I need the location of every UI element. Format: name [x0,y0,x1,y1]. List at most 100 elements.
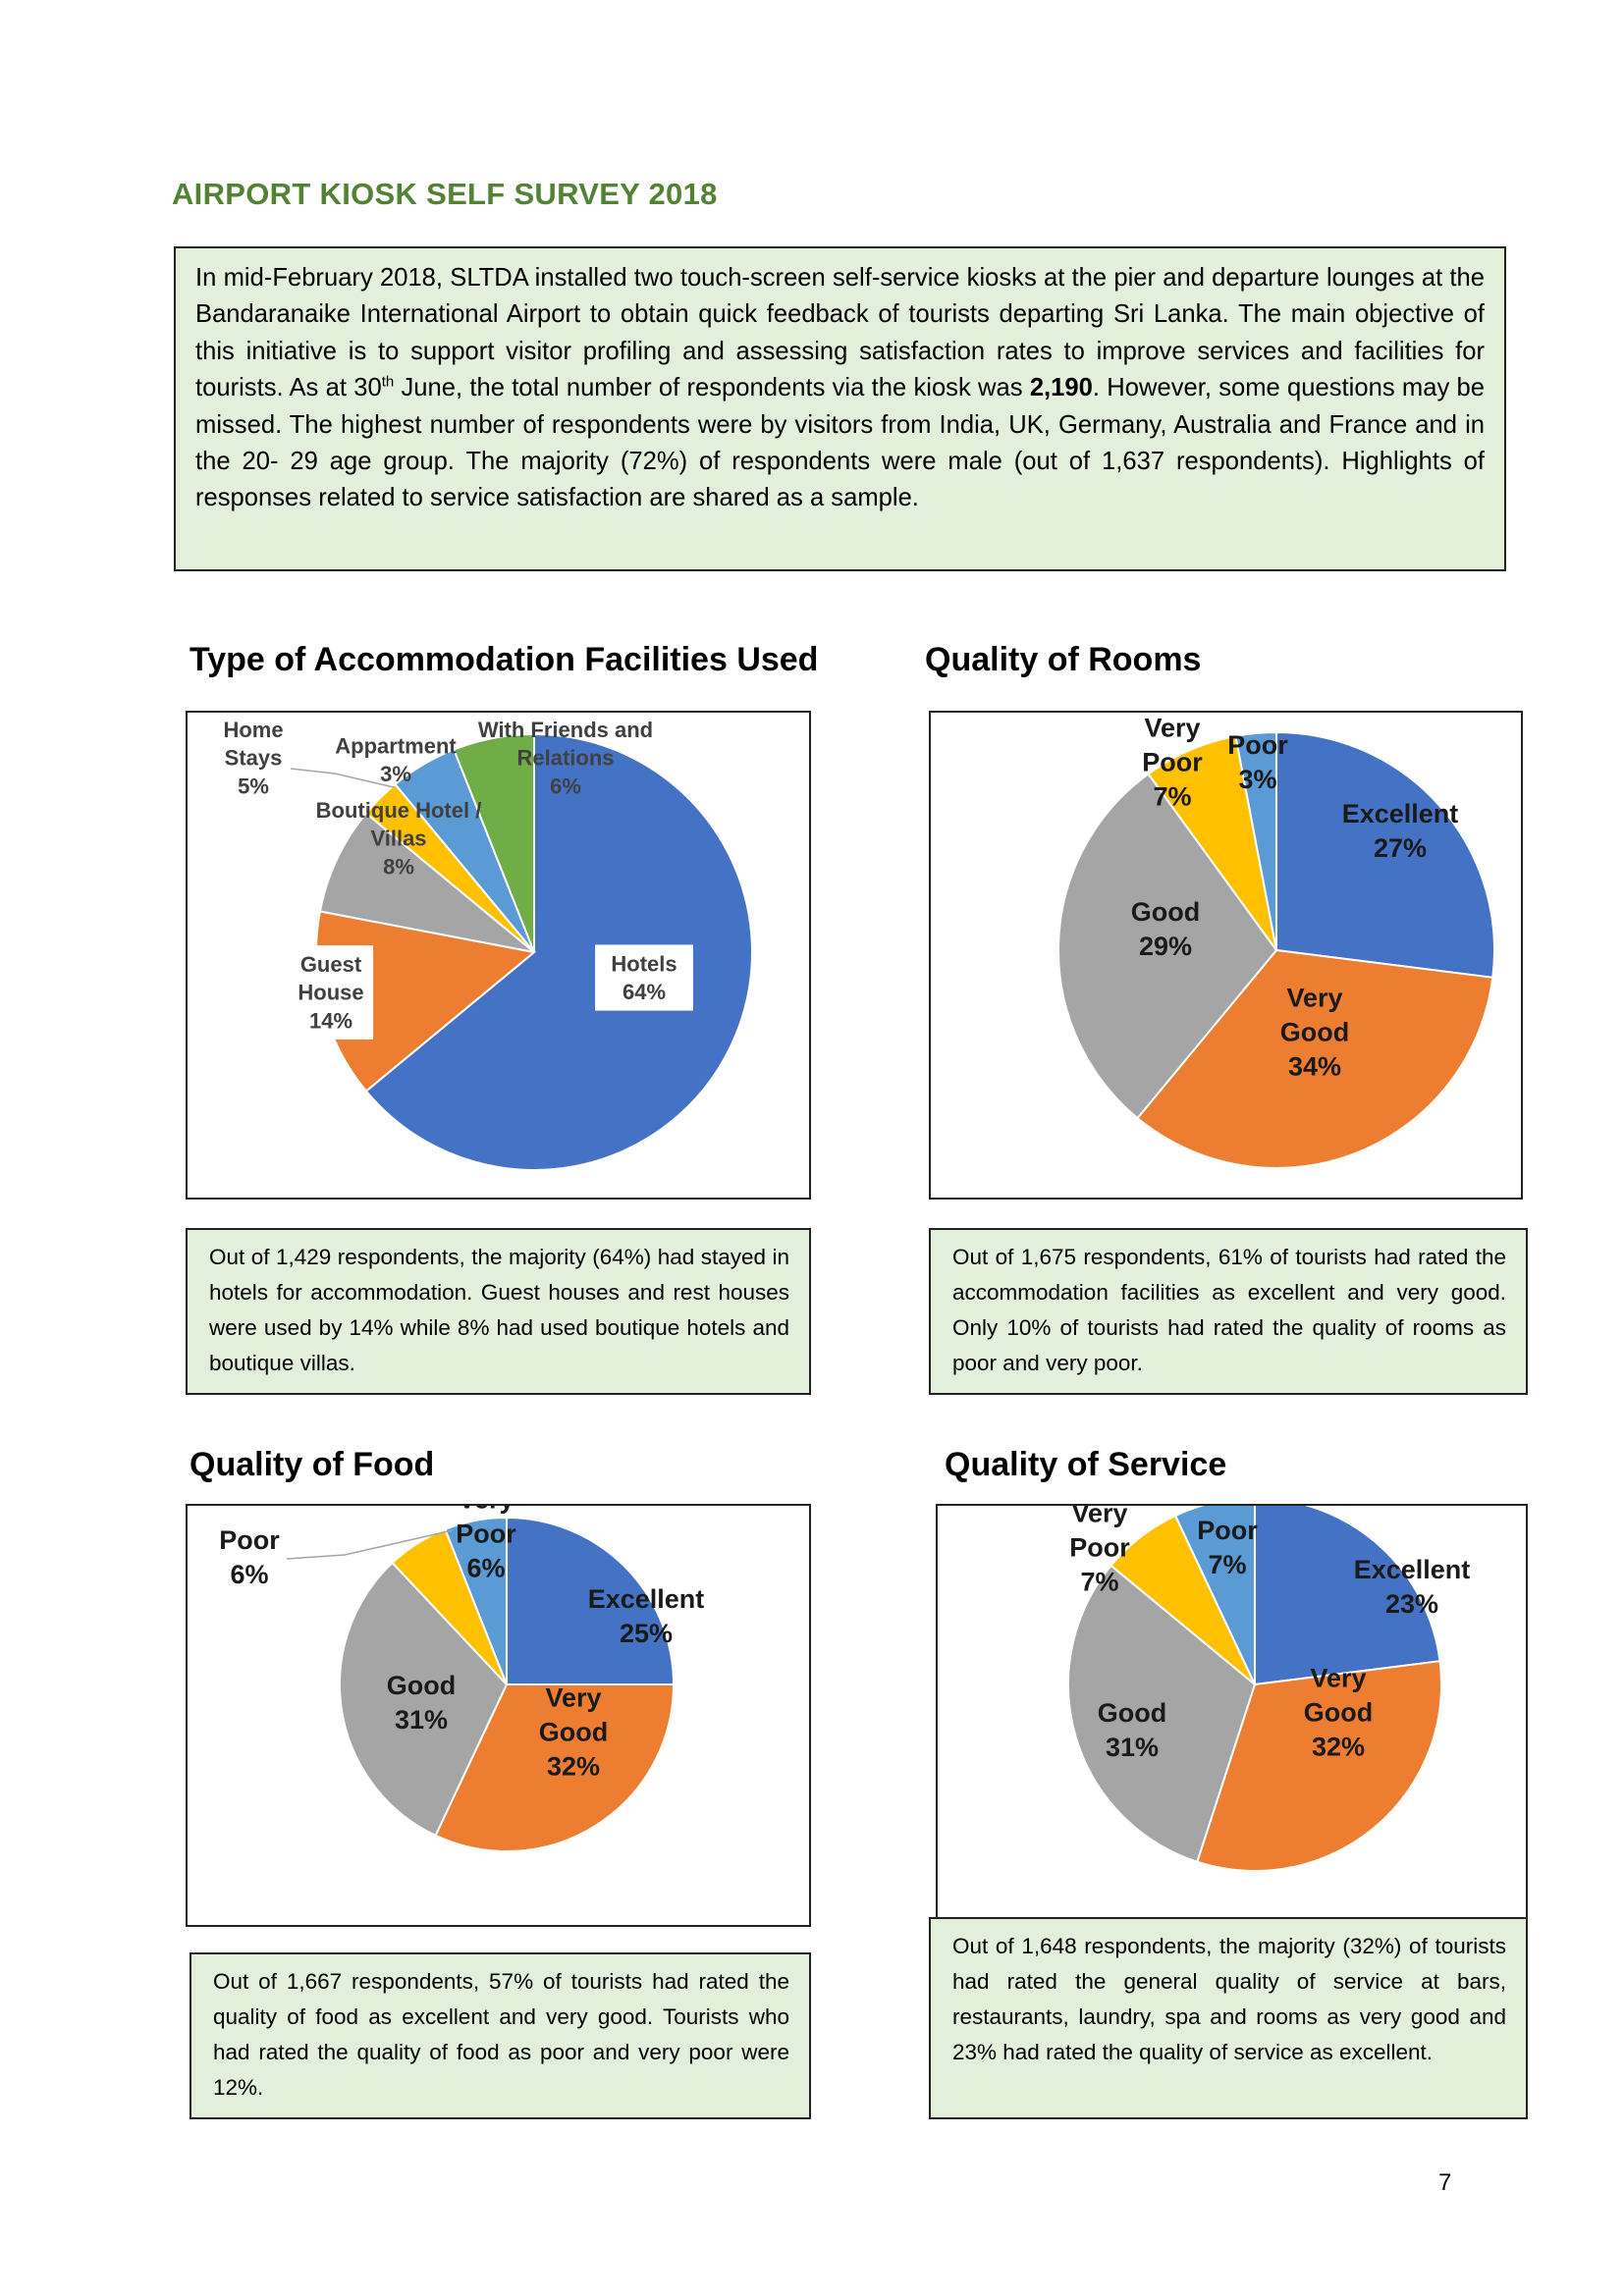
slice-label-line: Poor [456,1519,516,1548]
slice-label-line: 31% [1106,1733,1159,1762]
slice-label-line: 5% [238,774,269,798]
slice-label-line: 32% [1312,1733,1365,1762]
accommodation-chart-frame: Hotels 64% Guest House 14% Boutique Hotel / Vi… [186,711,811,1200]
intro-superscript: th [381,373,395,391]
slice-label-boutique-hotel-villas: Boutique Hotel / Villas 8% [316,798,482,879]
pie-slice-very-good [1196,1660,1442,1872]
slice-label-line: Excellent [588,1584,705,1614]
pie-slice-excellent [1275,730,1495,979]
pie-slice-excellent [506,1516,676,1685]
slice-label-line: 6% [230,1560,268,1589]
slice-label-good: Good 29% [1131,897,1200,961]
accommodation-pie-chart: Hotels 64% Guest House 14% Boutique Hotel / Vi… [223,718,753,1171]
intro-text-1: In mid-February 2018, SLTDA installed tw… [195,264,1485,402]
label-box-guest-house [288,945,374,1040]
slice-label-line: Excellent [1342,799,1459,828]
intro-text-3: . However, some questions may be missed.… [195,374,1485,512]
slice-label-line: 34% [1288,1052,1341,1082]
slice-label-poor: Poor 3% [1227,730,1288,794]
rooms-note: Out of 1,675 respondents, 61% of tourist… [929,1228,1528,1395]
food-note: Out of 1,667 respondents, 57% of tourist… [189,1952,811,2119]
slice-label-line: House [298,981,363,1005]
slice-label-line: Very [1144,713,1200,742]
slice-label-line: 6% [550,774,581,798]
slice-label-home-stays: Home Stays 5% [223,718,283,798]
slice-label-line: Very [458,1506,514,1514]
slice-label-line: Good [1304,1697,1373,1727]
slice-label-line: Relations [516,746,614,771]
slice-label-line: Good [387,1671,456,1700]
slice-label-guest-house: Guest House 14% [298,952,363,1033]
slice-label-line: 27% [1374,833,1427,863]
accommodation-title: Type of Accommodation Facilities Used [189,641,819,678]
pie-slice-boutique-hotel-villas [318,812,535,953]
pie-slice-poor [1234,730,1277,951]
slice-label-line: 3% [1238,765,1276,794]
leader-line-home-stays [290,768,395,788]
slice-label-line: Very [545,1682,601,1712]
slice-label-line: 7% [1080,1568,1118,1597]
accommodation-note: Out of 1,429 respondents, the majority (… [186,1228,811,1395]
slice-label-line: With Friends and [478,718,653,742]
slice-label-very-poor: Very Poor 7% [1142,713,1203,811]
label-box-hotels [595,944,693,1011]
slice-label-line: Very [1310,1663,1366,1692]
food-title: Quality of Food [189,1446,435,1483]
pie-slice-good [339,1561,509,1838]
slice-label-line: 7% [1153,782,1191,812]
page-title: AIRPORT KIOSK SELF SURVEY 2018 [172,177,718,211]
slice-label-very-poor: Very Poor 7% [1069,1506,1130,1597]
slice-label-very-good: Very Good 32% [1304,1663,1373,1761]
slice-label-good: Good 31% [387,1671,456,1735]
respondent-total: 2,190 [1029,374,1093,402]
pie-slice-with-friends-and-relations [452,732,535,953]
intro-paragraph: In mid-February 2018, SLTDA installed tw… [174,246,1506,571]
slice-label-line: Boutique Hotel / [316,798,482,823]
slice-label-good: Good 31% [1098,1698,1166,1762]
service-note: Out of 1,648 respondents, the majority (… [929,1917,1528,2119]
slice-label-line: Stays [225,746,283,771]
rooms-title: Quality of Rooms [925,641,1202,678]
pie-slice-very-good [434,1683,676,1852]
slice-label-line: Good [1280,1017,1349,1046]
slice-label-line: Poor [1197,1516,1258,1545]
service-pie-chart: Excellent 23% Very Good 32% Good 31% Very Poor 7%… [1067,1506,1471,1872]
slice-label-line: Good [1098,1698,1166,1728]
slice-label-excellent: Excellent 25% [588,1584,705,1648]
slice-label-line: Poor [219,1525,280,1555]
slice-label-line: Guest [300,952,362,977]
slice-label-poor: Poor 7% [1197,1516,1258,1579]
slice-label-line: 25% [620,1619,673,1648]
pie-slice-good [1067,1564,1257,1863]
slice-label-very-good: Very Good 34% [1280,983,1349,1081]
slice-label-line: Poor [1227,730,1288,760]
slice-label-line: 29% [1139,932,1192,961]
slice-label-appartment: Appartment 3% [335,733,457,786]
slice-label-line: Good [539,1717,608,1746]
slice-label-poor: Poor 6% [219,1525,280,1589]
slice-label-line: 23% [1385,1589,1438,1619]
rooms-pie-chart: Excellent 27% Very Good 34% Good 29% Very Poor 7%… [1057,713,1495,1169]
slice-label-line: Poor [1142,747,1203,776]
slice-label-line: Poor [1069,1532,1130,1562]
food-pie-chart: Excellent 25% Very Good 32% Good 31% Poor 6% Very… [219,1506,705,1852]
slice-label-line: Very [1071,1506,1127,1527]
slice-label-line: Home [223,718,283,742]
slice-label-line: 7% [1208,1550,1246,1579]
slice-label-line: 31% [395,1705,448,1735]
service-title: Quality of Service [945,1446,1227,1483]
pie-slice-very-poor [444,1516,508,1685]
slice-label-hotels: Hotels 64% [611,951,677,1004]
slice-label-excellent: Excellent 23% [1354,1555,1471,1619]
slice-label-line: 6% [466,1554,505,1583]
slice-label-line: 3% [380,762,411,786]
leader-line-poor [286,1529,454,1560]
service-chart-frame: Excellent 23% Very Good 32% Good 31% Very Poor 7%… [936,1504,1528,1927]
rooms-chart-frame: Excellent 27% Very Good 34% Good 29% Very Poor 7%… [929,711,1523,1200]
pie-slice-good [1057,773,1278,1120]
slice-label-line: Hotels [611,951,677,976]
slice-label-line: 32% [547,1752,600,1782]
pie-slice-hotels [364,732,753,1171]
slice-label-line: Villas [370,827,426,851]
intro-text-2: June, the total number of respondents vi… [394,374,1030,402]
